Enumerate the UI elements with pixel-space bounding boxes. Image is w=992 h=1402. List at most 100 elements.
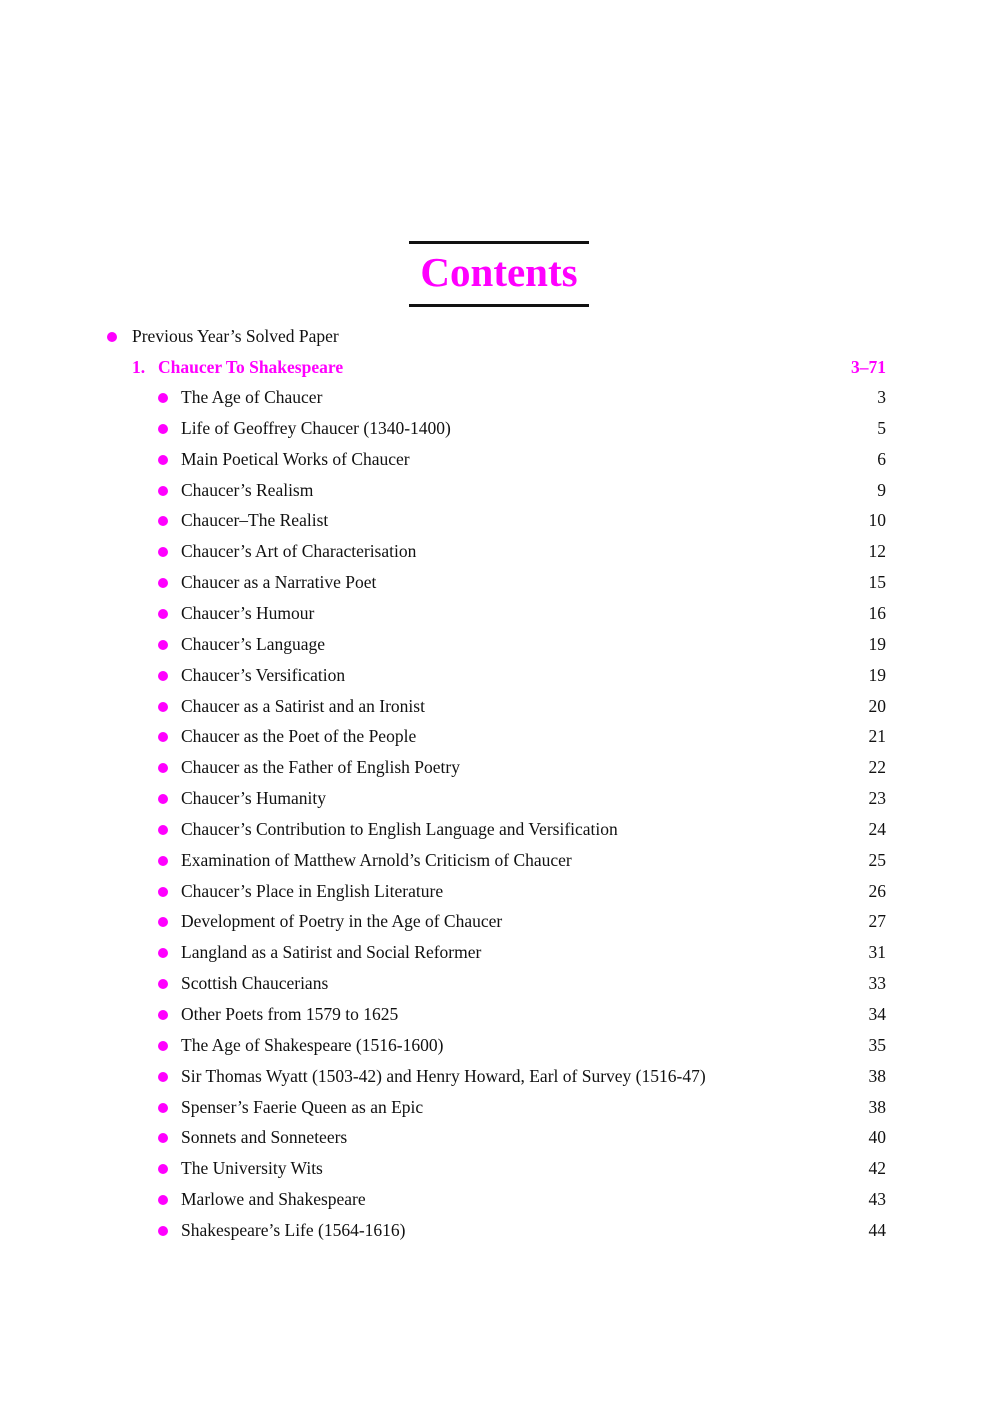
toc-item-page: 27 xyxy=(868,911,887,932)
toc-item-label: Chaucer’s Art of Characterisation xyxy=(181,541,417,562)
bullet-icon xyxy=(158,794,168,805)
toc-item-label: Previous Year’s Solved Paper xyxy=(132,326,339,346)
toc-item[interactable]: Development of Poetry in the Age of Chau… xyxy=(0,906,992,936)
bullet-icon xyxy=(158,516,168,527)
bullet-icon xyxy=(158,639,168,650)
toc-item[interactable]: Main Poetical Works of Chaucer 6 xyxy=(0,444,992,474)
bullet-icon xyxy=(158,886,168,897)
toc-item[interactable]: Scottish Chaucerians 33 xyxy=(0,968,992,998)
toc-item-label: Shakespeare’s Life (1564-1616) xyxy=(181,1219,406,1240)
toc-item[interactable]: Sonnets and Sonneteers 40 xyxy=(0,1122,992,1152)
toc-item-label: Chaucer’s Realism xyxy=(181,479,314,500)
toc-item[interactable]: Chaucer’s Art of Characterisation 12 xyxy=(0,536,992,566)
toc-item-page: 26 xyxy=(868,880,887,901)
toc-item-label: Chaucer–The Realist xyxy=(181,510,329,531)
toc-item-label: The Age of Chaucer xyxy=(181,387,323,407)
toc-item-page: 10 xyxy=(868,510,887,531)
bullet-icon xyxy=(158,547,168,558)
toc-item[interactable]: Life of Geoffrey Chaucer (1340-1400) 5 xyxy=(0,413,992,443)
toc-intro-item[interactable]: Previous Year’s Solved Paper xyxy=(0,321,992,351)
bullet-icon xyxy=(158,1010,168,1020)
toc-item-label: Chaucer as a Narrative Poet xyxy=(181,572,377,593)
toc-item[interactable]: Marlowe and Shakespeare 43 xyxy=(0,1184,992,1214)
bullet-icon xyxy=(158,701,168,712)
toc-item[interactable]: Chaucer as a Narrative Poet 15 xyxy=(0,567,992,597)
toc-item[interactable]: Chaucer as the Poet of the People 21 xyxy=(0,721,992,751)
toc-item-page: 9 xyxy=(877,479,886,500)
bullet-icon xyxy=(158,948,168,959)
toc-item[interactable]: Chaucer’s Place in English Literature 26 xyxy=(0,876,992,906)
toc-item[interactable]: Chaucer’s Contribution to English Langua… xyxy=(0,814,992,844)
toc-item[interactable]: Langland as a Satirist and Social Reform… xyxy=(0,937,992,967)
toc-item-page: 12 xyxy=(868,541,887,562)
bullet-icon xyxy=(158,1225,168,1236)
toc-item[interactable]: Examination of Matthew Arnold’s Criticis… xyxy=(0,845,992,875)
toc-item[interactable]: Chaucer’s Humanity 23 xyxy=(0,783,992,813)
toc-item-page: 6 xyxy=(877,448,886,469)
toc-item-label: Sir Thomas Wyatt (1503-42) and Henry How… xyxy=(181,1065,706,1086)
bullet-icon xyxy=(158,1164,168,1175)
toc-item[interactable]: Chaucer’s Realism 9 xyxy=(0,475,992,505)
toc-item-page: 38 xyxy=(868,1096,887,1117)
toc-item-page: 25 xyxy=(868,849,887,870)
chapter-title: Chaucer To Shakespeare xyxy=(158,357,344,377)
toc-item[interactable]: Shakespeare’s Life (1564-1616) 44 xyxy=(0,1215,992,1245)
toc-item-page: 44 xyxy=(868,1219,887,1240)
toc-item-label: Main Poetical Works of Chaucer xyxy=(181,448,410,469)
toc-item-page: 19 xyxy=(868,633,887,654)
bullet-icon xyxy=(158,732,168,743)
toc-item-page: 42 xyxy=(868,1158,887,1179)
contents-heading: Contents xyxy=(409,241,589,307)
toc-item-label: The Age of Shakespeare (1516-1600) xyxy=(181,1034,444,1055)
toc-chapter[interactable]: 1. Chaucer To Shakespeare 3–71 xyxy=(0,352,992,382)
toc-item-page: 19 xyxy=(868,664,887,685)
bullet-icon xyxy=(158,393,168,403)
toc-item-page: 20 xyxy=(868,695,887,716)
toc-item-label: Chaucer as a Satirist and an Ironist xyxy=(181,695,425,716)
bullet-icon xyxy=(158,1133,168,1144)
bullet-icon xyxy=(158,423,168,434)
toc-item[interactable]: Other Poets from 1579 to 1625 34 xyxy=(0,999,992,1029)
toc-item-label: Chaucer’s Humanity xyxy=(181,788,326,809)
toc-item-label: Chaucer’s Versification xyxy=(181,664,346,685)
toc-item-page: 34 xyxy=(868,1004,887,1024)
bullet-icon xyxy=(158,855,168,866)
toc-item-label: Examination of Matthew Arnold’s Criticis… xyxy=(181,849,572,870)
chapter-pages: 3–71 xyxy=(851,357,886,377)
bullet-icon xyxy=(158,1071,168,1082)
toc-item[interactable]: Chaucer’s Humour 16 xyxy=(0,598,992,628)
bullet-icon xyxy=(158,485,168,496)
toc-item-label: Scottish Chaucerians xyxy=(181,973,329,994)
toc-item-page: 33 xyxy=(868,973,887,994)
toc-item-label: Chaucer’s Language xyxy=(181,633,325,654)
bullet-icon xyxy=(158,763,168,774)
bullet-icon xyxy=(107,332,117,342)
toc-item[interactable]: The University Wits 42 xyxy=(0,1153,992,1183)
toc-item-page: 24 xyxy=(868,818,887,839)
toc-item[interactable]: Chaucer as a Satirist and an Ironist 20 xyxy=(0,691,992,721)
toc-item-page: 22 xyxy=(868,757,887,778)
toc-item-label: Other Poets from 1579 to 1625 xyxy=(181,1004,399,1024)
toc-item[interactable]: Chaucer’s Language 19 xyxy=(0,629,992,659)
toc-item[interactable]: Chaucer’s Versification 19 xyxy=(0,660,992,690)
toc-item-label: Life of Geoffrey Chaucer (1340-1400) xyxy=(181,417,451,438)
toc-item-page: 31 xyxy=(868,942,887,963)
bullet-icon xyxy=(158,917,168,928)
toc-item[interactable]: The Age of Chaucer 3 xyxy=(0,382,992,412)
toc-item-page: 23 xyxy=(868,788,887,809)
toc-item-label: Chaucer as the Father of English Poetry xyxy=(181,757,460,778)
toc-item-label: Chaucer’s Place in English Literature xyxy=(181,880,444,901)
toc-item[interactable]: Spenser’s Faerie Queen as an Epic 38 xyxy=(0,1092,992,1122)
bullet-icon xyxy=(158,608,168,619)
bullet-icon xyxy=(158,454,168,465)
toc-item[interactable]: Chaucer as the Father of English Poetry 2… xyxy=(0,752,992,782)
toc-item[interactable]: Chaucer–The Realist 10 xyxy=(0,505,992,535)
toc-item-label: Langland as a Satirist and Social Reform… xyxy=(181,942,482,963)
bullet-icon xyxy=(158,979,168,990)
toc-item[interactable]: Sir Thomas Wyatt (1503-42) and Henry How… xyxy=(0,1061,992,1091)
toc-item[interactable]: The Age of Shakespeare (1516-1600) 35 xyxy=(0,1030,992,1060)
bullet-icon xyxy=(158,1040,168,1051)
toc-item-page: 35 xyxy=(868,1034,887,1055)
toc-item-page: 15 xyxy=(868,572,887,593)
toc-item-page: 21 xyxy=(868,726,887,747)
